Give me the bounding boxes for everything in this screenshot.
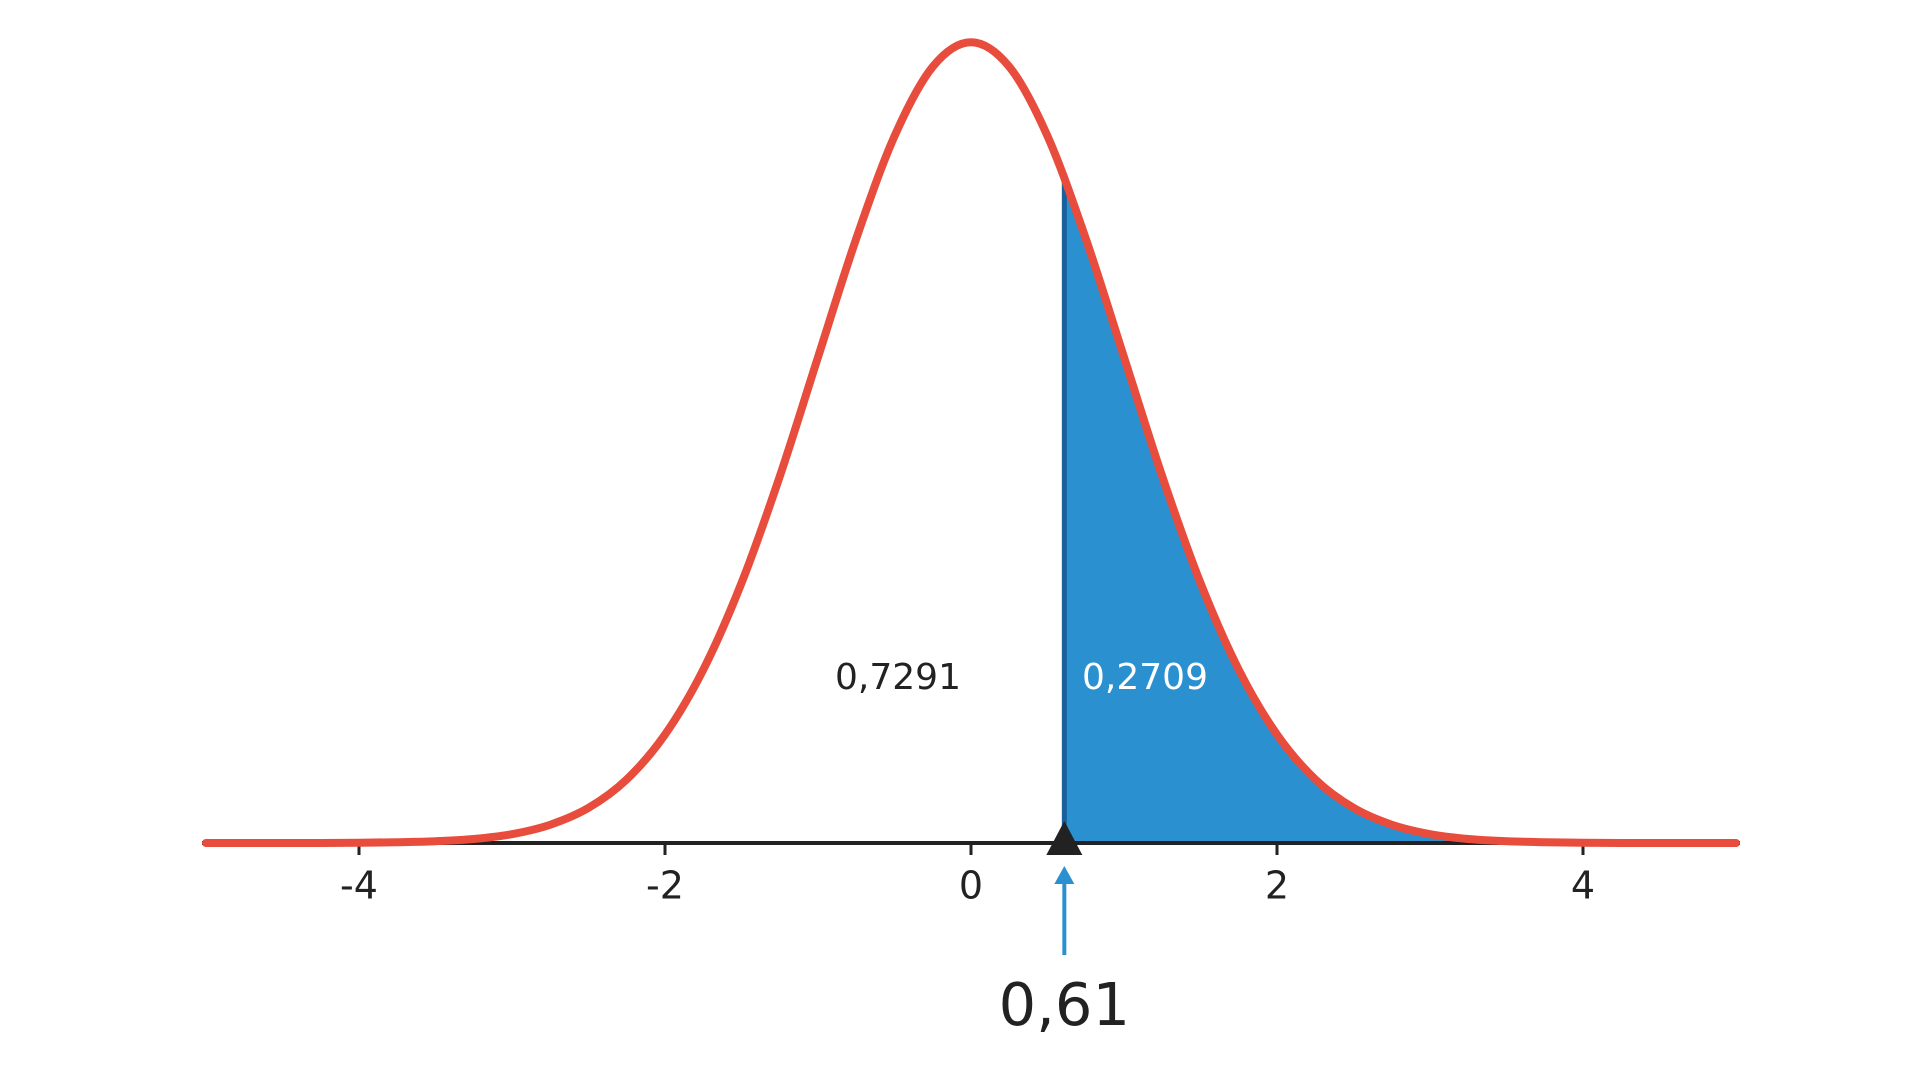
area-label: 0,2709 — [1082, 657, 1208, 698]
cutoff-marker — [1046, 821, 1083, 855]
x-tick-label: -2 — [646, 864, 684, 908]
x-tick-label: -4 — [340, 864, 378, 908]
x-tick-label: 0 — [959, 864, 983, 908]
area-label: 0,7291 — [835, 657, 961, 698]
cutoff-label: 0,61 — [999, 970, 1130, 1039]
x-tick-label: 4 — [1571, 864, 1595, 908]
tail-area — [1064, 181, 1736, 844]
density-curve — [202, 38, 1740, 848]
x-tick-label: 2 — [1265, 864, 1289, 908]
cutoff-arrowhead — [1054, 866, 1075, 884]
